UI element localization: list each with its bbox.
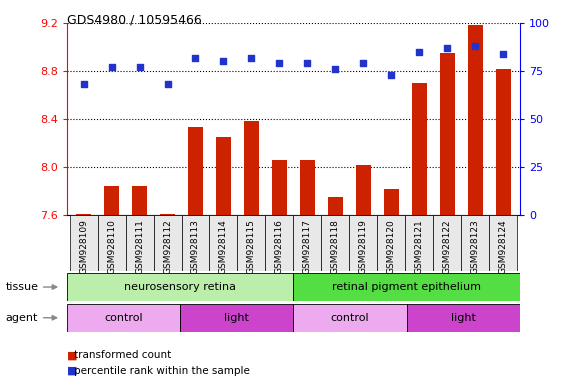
Text: GSM928116: GSM928116 (275, 220, 284, 275)
Bar (349, 215, 377, 271)
Point (191, 55, 200, 61)
Point (358, 60, 368, 66)
Text: ■: ■ (67, 350, 77, 360)
Point (303, 60, 312, 66)
Text: tissue: tissue (6, 282, 39, 292)
Text: control: control (104, 313, 143, 323)
Bar (272, 160, 287, 215)
Bar (180, 304, 293, 331)
Text: GSM928119: GSM928119 (359, 220, 368, 275)
Point (415, 49, 424, 55)
Point (247, 55, 256, 61)
Bar (468, 25, 483, 215)
Text: GSM928121: GSM928121 (415, 220, 424, 274)
Bar (181, 215, 210, 271)
Text: control: control (331, 313, 370, 323)
Text: GSM928123: GSM928123 (471, 220, 480, 274)
Bar (188, 127, 203, 215)
Bar (244, 121, 259, 215)
Point (443, 45, 452, 51)
Bar (321, 215, 349, 271)
Bar (293, 273, 520, 301)
Bar (406, 215, 433, 271)
Text: percentile rank within the sample: percentile rank within the sample (74, 366, 250, 376)
Point (498, 51, 508, 57)
Point (163, 81, 172, 88)
Point (79, 81, 88, 88)
Text: GSM928120: GSM928120 (387, 220, 396, 274)
Bar (160, 214, 175, 215)
Point (135, 64, 144, 70)
Bar (377, 215, 406, 271)
Text: GSM928109: GSM928109 (79, 220, 88, 275)
Bar (411, 83, 427, 215)
Bar (293, 304, 407, 331)
Bar (132, 186, 147, 215)
Text: GSM928124: GSM928124 (498, 220, 508, 274)
Bar (76, 214, 91, 215)
Bar (266, 215, 293, 271)
Bar (440, 53, 455, 215)
Bar (383, 189, 399, 215)
Text: GSM928110: GSM928110 (107, 220, 116, 275)
Text: neurosensory retina: neurosensory retina (124, 282, 236, 292)
Text: GSM928114: GSM928114 (219, 220, 228, 274)
Point (219, 58, 228, 65)
Text: GSM928112: GSM928112 (163, 220, 172, 274)
Bar (104, 186, 119, 215)
Text: retinal pigment epithelium: retinal pigment epithelium (332, 282, 481, 292)
Text: GSM928117: GSM928117 (303, 220, 312, 275)
Point (107, 64, 116, 70)
Bar (300, 160, 315, 215)
Text: GSM928113: GSM928113 (191, 220, 200, 275)
Bar (407, 304, 520, 331)
Text: light: light (451, 313, 476, 323)
Bar (496, 69, 511, 215)
Text: GDS4980 / 10595466: GDS4980 / 10595466 (67, 13, 202, 26)
Bar (216, 137, 231, 215)
Point (471, 43, 480, 49)
Bar (125, 215, 153, 271)
Bar (461, 215, 489, 271)
Text: GSM928122: GSM928122 (443, 220, 452, 274)
Bar (328, 197, 343, 215)
Bar (98, 215, 125, 271)
Bar (153, 215, 181, 271)
Text: light: light (224, 313, 249, 323)
Point (275, 60, 284, 66)
Bar (238, 215, 266, 271)
Bar (67, 304, 180, 331)
Text: GSM928118: GSM928118 (331, 220, 340, 275)
Point (331, 66, 340, 72)
Text: GSM928111: GSM928111 (135, 220, 144, 275)
Text: transformed count: transformed count (74, 350, 171, 360)
Bar (489, 215, 517, 271)
Bar (210, 215, 238, 271)
Text: agent: agent (6, 313, 38, 323)
Bar (70, 215, 98, 271)
Bar (293, 215, 321, 271)
Text: ■: ■ (67, 366, 77, 376)
Point (387, 72, 396, 78)
Bar (356, 165, 371, 215)
Bar (433, 215, 461, 271)
Text: GSM928115: GSM928115 (247, 220, 256, 275)
Bar (67, 273, 293, 301)
